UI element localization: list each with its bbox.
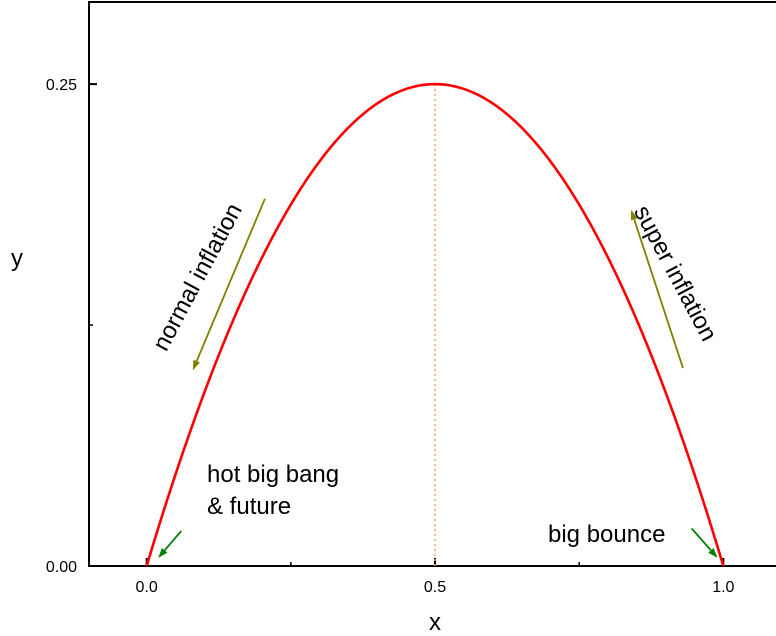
arrow-shaft bbox=[195, 198, 266, 362]
x-tick-label: 0.0 bbox=[136, 579, 158, 596]
arrow-head bbox=[708, 548, 718, 558]
x-tick-label: 0.5 bbox=[424, 579, 446, 596]
big-bounce-label: big bounce bbox=[548, 521, 665, 548]
hot-big-bang-arrow bbox=[158, 530, 182, 558]
arrow-head bbox=[158, 548, 168, 558]
annotation-arrows bbox=[158, 198, 718, 558]
super-inflation-arrow bbox=[630, 209, 684, 369]
y-tick-label: 0.25 bbox=[46, 77, 77, 94]
arrow-shaft bbox=[164, 530, 182, 551]
series-line bbox=[145, 82, 725, 567]
arrow-shaft bbox=[633, 219, 684, 369]
x-axis-title: x bbox=[429, 609, 441, 636]
normal-inflation-arrow bbox=[192, 198, 266, 371]
arrow-head bbox=[630, 209, 638, 221]
x-tick-label: 1.0 bbox=[712, 579, 734, 596]
y-tick-label: 0.00 bbox=[46, 559, 77, 576]
future-label: & future bbox=[207, 493, 291, 520]
super-inflation-label: super inflation bbox=[628, 201, 722, 346]
y-axis-title: y bbox=[11, 245, 23, 272]
big-bounce-arrow bbox=[690, 527, 718, 558]
hot-big-bang-label: hot big bang bbox=[207, 461, 339, 488]
arrow-head bbox=[192, 359, 200, 371]
arrow-shaft bbox=[690, 527, 712, 551]
